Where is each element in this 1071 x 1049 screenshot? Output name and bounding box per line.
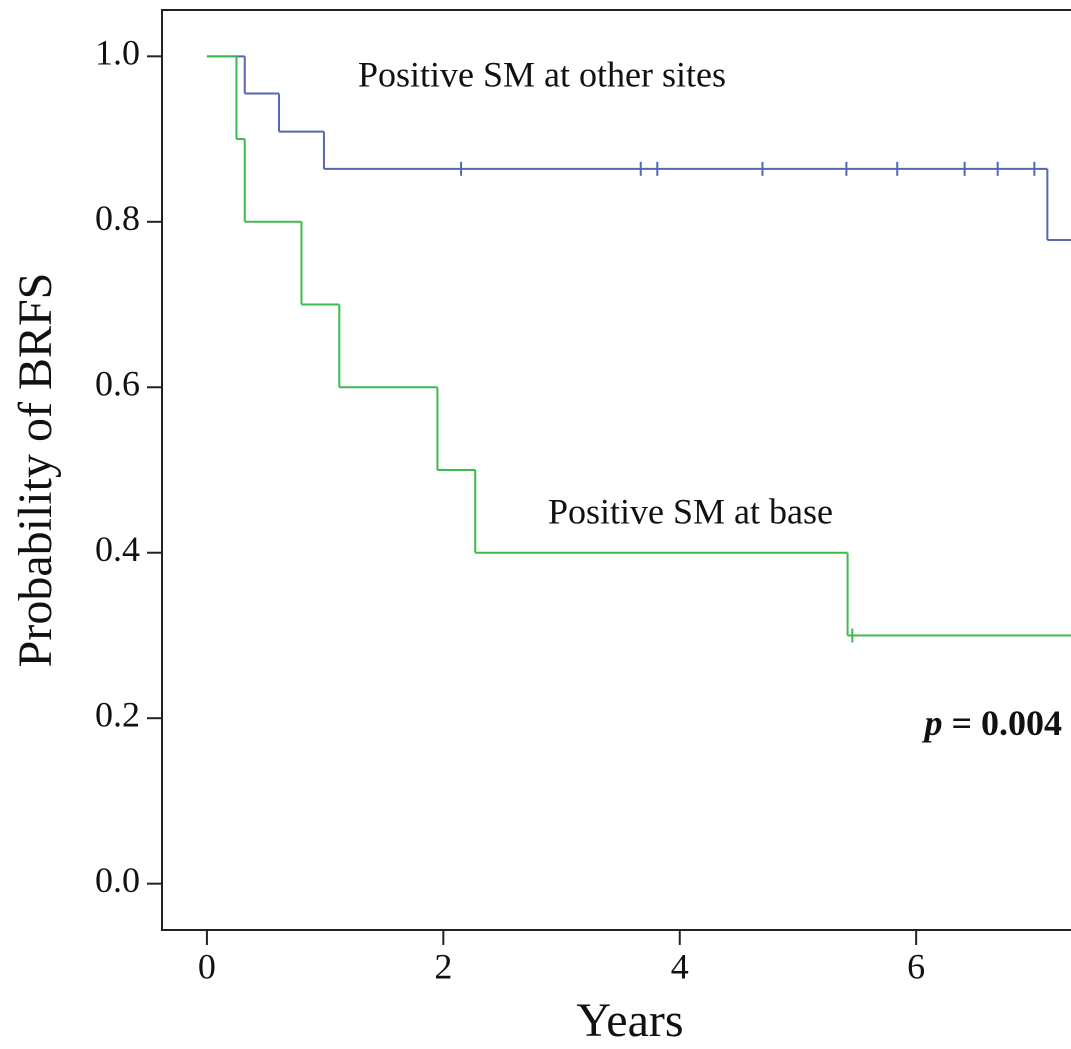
plot-frame bbox=[161, 9, 1071, 931]
x-tick-label: 0 bbox=[198, 946, 216, 986]
p-text: = 0.004 bbox=[951, 703, 1062, 743]
y-tick-label: 0.0 bbox=[95, 860, 140, 900]
p-symbol: p bbox=[921, 703, 942, 743]
y-tick-label: 0.2 bbox=[95, 694, 140, 734]
y-tick-label: 1.0 bbox=[95, 33, 140, 73]
x-axis-label: Years bbox=[576, 994, 683, 1047]
series-label: Positive SM at base bbox=[548, 491, 833, 531]
x-tick-label: 4 bbox=[671, 946, 689, 986]
y-tick-label: 0.6 bbox=[95, 364, 140, 404]
y-tick-label: 0.8 bbox=[95, 198, 140, 238]
y-axis-label: Probability of BRFS bbox=[9, 273, 62, 668]
y-tick-label: 0.4 bbox=[95, 529, 140, 569]
x-tick-label: 2 bbox=[434, 946, 452, 986]
x-tick-label: 6 bbox=[907, 946, 925, 986]
p-value: p = 0.004 bbox=[921, 703, 1062, 743]
series-label: Positive SM at other sites bbox=[358, 54, 726, 94]
